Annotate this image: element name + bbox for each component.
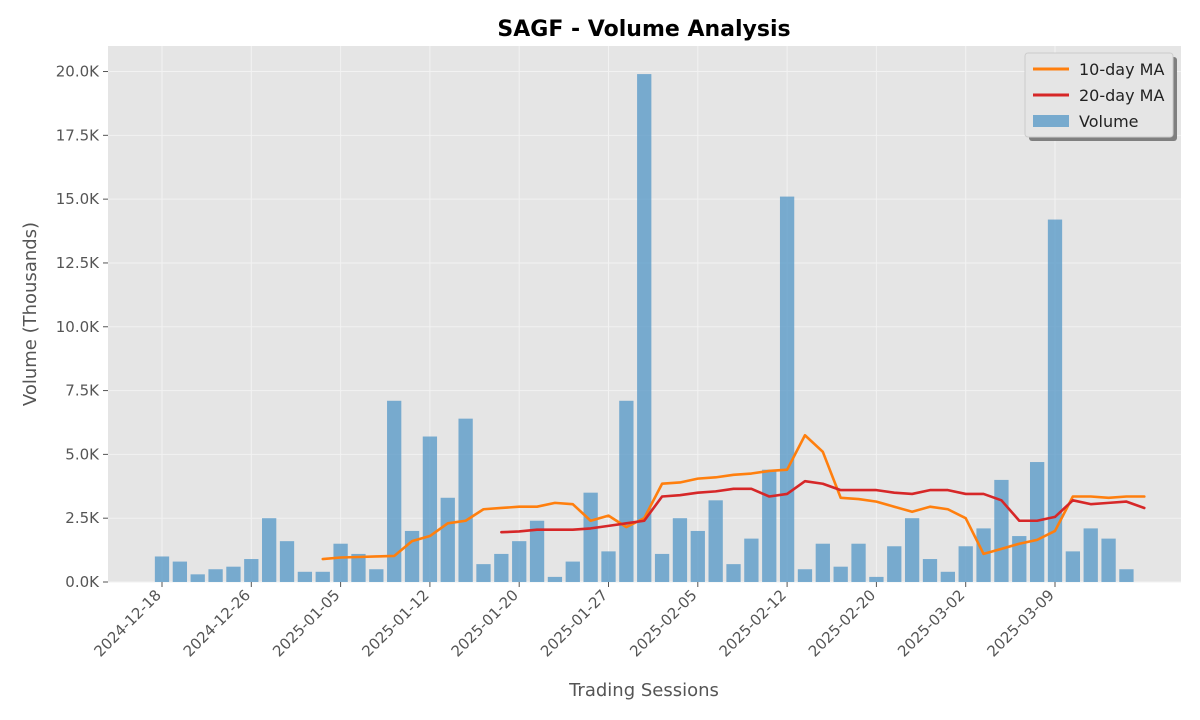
- volume-bar: [779, 196, 795, 583]
- volume-bar: [422, 436, 438, 582]
- volume-bar: [315, 571, 330, 582]
- volume-bar: [279, 541, 295, 582]
- volume-bar: [690, 530, 705, 582]
- volume-bar: [672, 518, 688, 582]
- volume-bar: [512, 541, 527, 582]
- x-tick-label: 2025-03-09: [983, 586, 1057, 660]
- legend-volume-label: Volume: [1079, 112, 1139, 131]
- y-tick-label: 20.0K: [56, 63, 100, 81]
- ma20-line: [500, 479, 1146, 534]
- x-tick-label: 2025-01-27: [537, 586, 611, 660]
- volume-bar: [458, 418, 473, 582]
- x-tick-label: 2025-01-12: [358, 586, 432, 660]
- volume-bar: [708, 500, 723, 582]
- legend-ma20-label: 20-day MA: [1079, 86, 1164, 105]
- x-tick-label: 2025-02-20: [805, 586, 879, 660]
- volume-bar: [958, 546, 973, 582]
- x-tick-label: 2025-01-20: [448, 586, 522, 660]
- x-tick-label: 2024-12-18: [90, 586, 164, 660]
- volume-bar: [619, 400, 634, 582]
- volume-bar: [1047, 219, 1063, 583]
- volume-bar: [440, 497, 455, 582]
- volume-bar: [797, 569, 813, 582]
- volume-bar: [154, 556, 170, 582]
- volume-bar: [726, 564, 741, 582]
- volume-bar: [565, 561, 580, 582]
- x-axis-label: Trading Sessions: [568, 680, 719, 701]
- volume-bar: [1065, 551, 1081, 582]
- y-tick-label: 15.0K: [56, 190, 100, 208]
- volume-bar: [869, 576, 884, 582]
- ma10-line: [321, 433, 1146, 561]
- volume-bar: [369, 569, 384, 582]
- legend: 10-day MA 20-day MA Volume: [1024, 52, 1177, 141]
- volume-bar: [940, 571, 955, 582]
- volume-bar: [583, 492, 598, 582]
- y-tick-label: 7.5K: [65, 382, 100, 400]
- volume-bar: [815, 543, 830, 582]
- volume-bar: [904, 518, 920, 582]
- y-axis-label: Volume (Thousands): [20, 222, 41, 406]
- x-tick-label: 2025-03-02: [894, 586, 968, 660]
- moving-average-lines: [321, 433, 1146, 561]
- x-tick-label: 2025-02-12: [716, 586, 790, 660]
- volume-bar: [172, 561, 188, 582]
- volume-bar: [994, 479, 1009, 582]
- volume-bar: [762, 469, 777, 582]
- volume-bar: [529, 520, 545, 582]
- volume-bar: [351, 553, 366, 582]
- volume-bars: [154, 74, 1134, 583]
- volume-bar: [1101, 538, 1116, 582]
- volume-bar: [297, 571, 313, 582]
- y-tick-label: 10.0K: [56, 318, 100, 336]
- volume-bar: [262, 518, 277, 582]
- legend-volume-swatch: [1033, 115, 1069, 127]
- volume-bar: [833, 566, 848, 582]
- volume-bar: [244, 559, 259, 582]
- y-tick-label: 0.0K: [65, 573, 100, 591]
- y-tick-label: 12.5K: [56, 254, 100, 272]
- volume-bar: [387, 400, 402, 582]
- y-tick-label: 2.5K: [65, 509, 100, 527]
- volume-bar: [637, 74, 652, 583]
- volume-bar: [851, 543, 866, 582]
- volume-bar: [208, 569, 223, 582]
- volume-bar: [333, 543, 348, 582]
- volume-bar: [476, 564, 491, 582]
- volume-bar: [1119, 569, 1134, 582]
- volume-bar: [601, 551, 616, 582]
- volume-bar: [1083, 528, 1098, 582]
- volume-bar: [1012, 536, 1027, 582]
- volume-bar: [190, 574, 205, 582]
- volume-bar: [226, 566, 241, 582]
- y-tick-label: 17.5K: [56, 126, 100, 144]
- chart-title: SAGF - Volume Analysis: [497, 17, 790, 42]
- volume-bar: [922, 559, 938, 582]
- volume-bar: [887, 546, 902, 582]
- x-tick-label: 2025-01-05: [269, 586, 343, 660]
- volume-bar: [744, 538, 759, 582]
- volume-bar: [654, 553, 670, 582]
- x-tick-label: 2025-02-05: [626, 586, 700, 660]
- y-tick-label: 5.0K: [65, 445, 100, 463]
- volume-bar: [547, 576, 563, 582]
- volume-bar: [494, 553, 509, 582]
- x-tick-label: 2024-12-26: [180, 586, 254, 660]
- legend-ma10-label: 10-day MA: [1079, 60, 1164, 79]
